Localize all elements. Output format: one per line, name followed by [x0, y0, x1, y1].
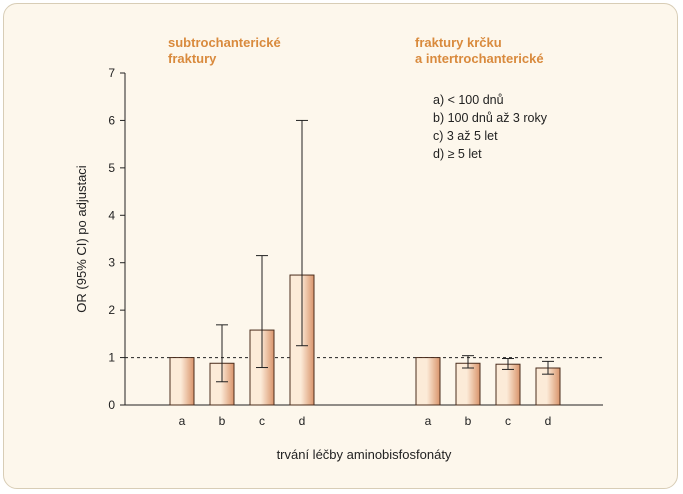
bar-2-b: [455, 362, 481, 406]
bar-2-c: [495, 363, 521, 406]
group-title-1: subtrochanterické: [168, 35, 281, 50]
y-tick-label: 7: [108, 66, 115, 80]
chart-frame: [3, 3, 678, 489]
bar-2-a: [415, 357, 441, 406]
y-tick-label: 0: [108, 398, 115, 412]
x-tick-label-1-c: c: [259, 414, 265, 428]
y-axis-title: OR (95% CI) po adjustaci: [74, 165, 89, 313]
x-axis-title: trvání léčby aminobisfosfonáty: [277, 447, 452, 462]
x-tick-label-2-d: d: [545, 414, 552, 428]
x-tick-label-2-b: b: [465, 414, 472, 428]
group-title-2: fraktury krčku: [415, 35, 502, 50]
x-tick-label-1-d: d: [299, 414, 306, 428]
group-title-1: fraktury: [168, 51, 217, 66]
bar-1-a: [169, 357, 195, 406]
y-tick-label: 1: [108, 351, 115, 365]
group-title-2: a intertrochanterické: [415, 51, 544, 66]
y-tick-label: 4: [108, 208, 115, 222]
legend-entry: b) 100 dnů až 3 roky: [433, 111, 548, 125]
legend-entry: d) ≥ 5 let: [433, 147, 482, 161]
x-tick-label-1-b: b: [219, 414, 226, 428]
x-tick-label-1-a: a: [179, 414, 186, 428]
legend-entry: c) 3 až 5 let: [433, 129, 498, 143]
y-tick-label: 3: [108, 256, 115, 270]
legend-entry: a) < 100 dnů: [433, 93, 504, 107]
y-tick-label: 5: [108, 161, 115, 175]
x-tick-label-2-a: a: [425, 414, 432, 428]
x-tick-label-2-c: c: [505, 414, 511, 428]
y-tick-label: 2: [108, 303, 115, 317]
y-tick-label: 6: [108, 113, 115, 127]
